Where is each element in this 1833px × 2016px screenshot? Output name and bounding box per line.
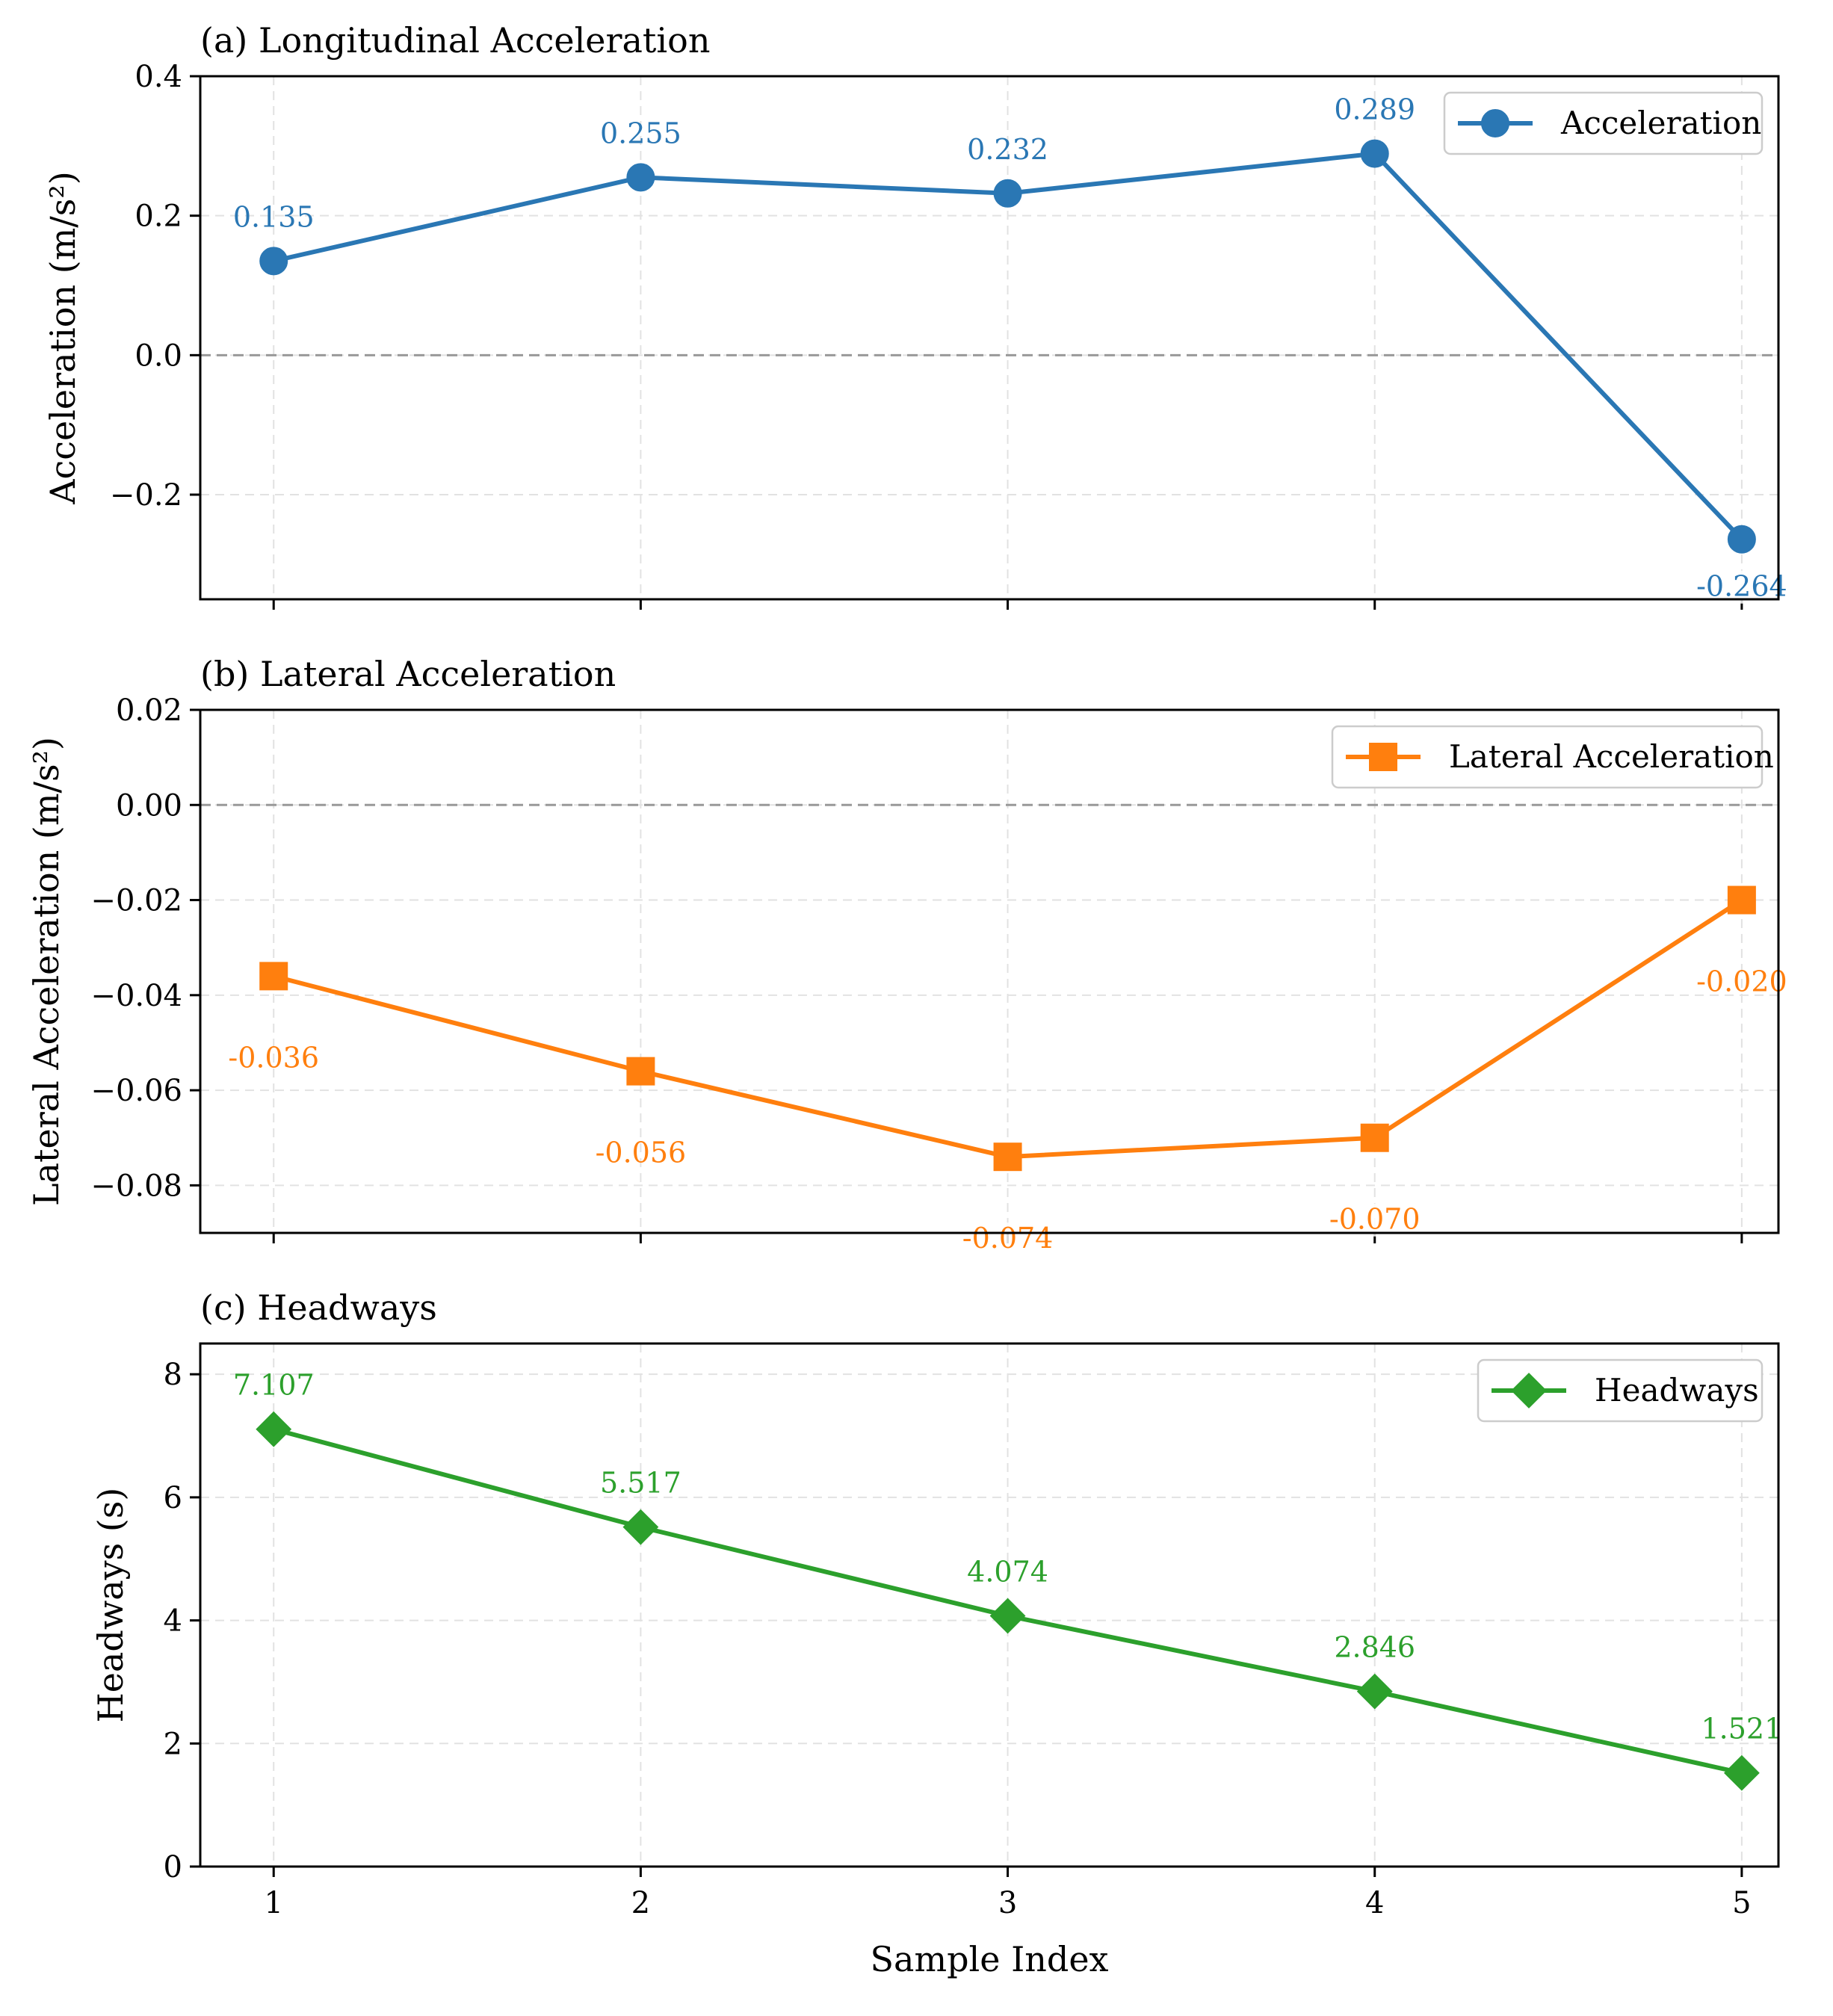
x-tick-label: 1 — [265, 1886, 283, 1920]
data-label-background — [961, 1222, 1054, 1256]
y-tick-label: 2 — [164, 1727, 182, 1761]
data-point — [1727, 525, 1756, 554]
data-label: -0.020 — [1696, 965, 1787, 998]
data-label: -0.036 — [228, 1041, 319, 1074]
y-tick-label: −0.2 — [110, 478, 182, 513]
x-tick-label: 3 — [998, 1886, 1017, 1920]
y-tick-label: 0.00 — [116, 788, 182, 823]
y-tick-label: −0.08 — [90, 1169, 182, 1203]
data-label: 5.517 — [600, 1467, 681, 1500]
data-label-background — [1695, 570, 1788, 604]
plot-frame — [199, 708, 1780, 1234]
data-label: -0.070 — [1329, 1203, 1421, 1236]
charts-container: −0.2 0.0 0.2 0.4 0.135 0.255 0.232 0.289 -0.264 A… — [26, 20, 1788, 1979]
panel-title: (c) Headways — [200, 1287, 437, 1328]
y-axis-label: Acceleration (m/s²) — [43, 171, 83, 505]
legend-marker — [1481, 109, 1509, 137]
data-point — [259, 962, 288, 991]
y-tick-label: 0.4 — [135, 60, 182, 94]
data-label: 0.255 — [600, 117, 681, 149]
y-tick-label: 0.02 — [116, 693, 182, 728]
data-point — [993, 1142, 1022, 1172]
y-axis-label: Headways (s) — [90, 1488, 131, 1723]
legend-box — [1477, 1358, 1764, 1423]
data-point — [259, 247, 288, 276]
data-label: 7.107 — [233, 1369, 315, 1402]
chart-panel-1: −0.2 0.0 0.2 0.4 0.135 0.255 0.232 0.289 -0.264 A… — [43, 20, 1788, 610]
panel-title: (b) Lateral Acceleration — [200, 654, 616, 694]
data-point — [989, 1598, 1026, 1634]
chart-panel-3: 0 2 4 6 8 1 2 3 4 5 7.107 5.517 4.074 2.846 1.521 Headw… — [90, 1287, 1782, 1979]
data-label: 1.521 — [1701, 1713, 1782, 1746]
data-label: 4.074 — [967, 1555, 1048, 1588]
data-label: 0.135 — [233, 200, 315, 233]
x-tick-label: 5 — [1732, 1886, 1751, 1920]
y-tick-label: 4 — [164, 1604, 182, 1639]
y-tick-label: −0.06 — [90, 1074, 182, 1108]
panel-title: (a) Longitudinal Acceleration — [200, 20, 710, 61]
data-point — [1727, 885, 1756, 915]
data-point — [1360, 139, 1389, 168]
data-label: -0.264 — [1696, 570, 1787, 603]
y-tick-label: −0.04 — [90, 979, 182, 1013]
data-label-background — [1328, 1203, 1421, 1237]
data-label: 2.846 — [1334, 1631, 1415, 1664]
data-point — [1356, 1673, 1393, 1710]
x-axis-label: Sample Index — [871, 1939, 1109, 1979]
legend-entry-text: Acceleration — [1560, 105, 1761, 141]
data-label: 0.289 — [1334, 93, 1415, 126]
data-point — [626, 163, 655, 192]
y-tick-label: 8 — [164, 1358, 182, 1392]
data-point — [1360, 1123, 1389, 1152]
data-label: 0.232 — [967, 133, 1048, 166]
legend-marker — [1511, 1373, 1547, 1409]
y-axis-label: Lateral Acceleration (m/s²) — [26, 737, 67, 1206]
x-tick-label: 4 — [1365, 1886, 1384, 1920]
legend-box — [1443, 91, 1764, 155]
y-tick-label: 0.0 — [135, 338, 182, 373]
legend-box — [1331, 725, 1764, 789]
data-point — [1723, 1754, 1760, 1791]
data-label: -0.056 — [596, 1137, 687, 1169]
legend-entry-text: Headways — [1595, 1372, 1759, 1409]
y-tick-label: 0 — [164, 1850, 182, 1884]
y-tick-label: 6 — [164, 1481, 182, 1515]
legend-marker — [1369, 743, 1397, 771]
data-label: -0.074 — [962, 1222, 1054, 1255]
plot-frame — [199, 75, 1780, 601]
plot-frame — [199, 1342, 1780, 1868]
legend-entry-text: Lateral Acceleration — [1449, 738, 1774, 775]
data-point — [256, 1411, 292, 1447]
data-point — [993, 179, 1022, 208]
data-point — [622, 1509, 659, 1545]
y-tick-label: −0.02 — [90, 884, 182, 918]
y-tick-label: 0.2 — [135, 200, 182, 234]
x-tick-label: 2 — [631, 1886, 650, 1920]
data-point — [626, 1057, 655, 1086]
chart-panel-2: −0.08 −0.06 −0.04 −0.02 0.00 0.02 -0.036 -0.056… — [26, 654, 1787, 1256]
